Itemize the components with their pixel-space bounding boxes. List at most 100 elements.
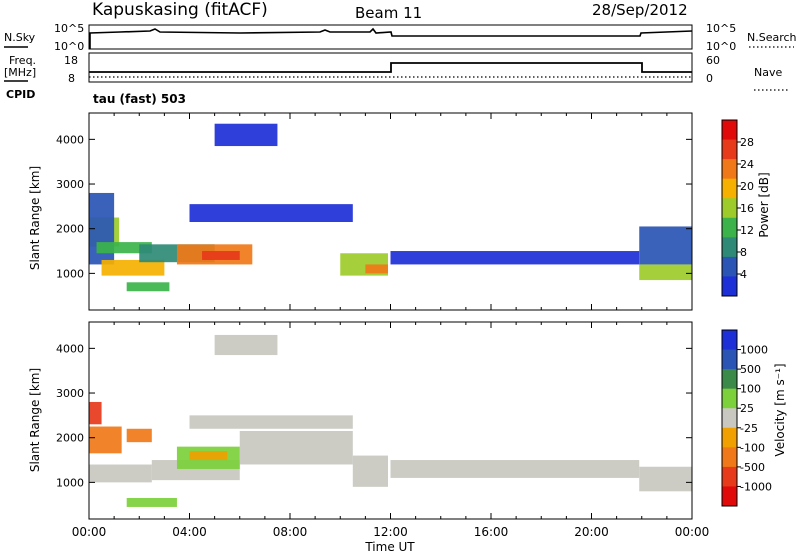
power-ytick-label: 1000 [56, 267, 84, 280]
power-echo-region [390, 251, 640, 265]
noise-left-tick-bottom: 10^0 [54, 40, 84, 53]
velocity-colorbar-swatch [722, 408, 737, 429]
velocity-ytick-label: 2000 [56, 432, 84, 445]
velocity-colorbar: 1000 500 100 25 -25 -100 -500 -1000 [721, 329, 772, 507]
freq-tick-top: 18 [64, 54, 78, 67]
velocity-colorbar-swatch [722, 447, 737, 468]
date-title: 28/Sep/2012 [592, 1, 688, 19]
velocity-echo-region [126, 498, 177, 507]
velocity-colorbar-swatch [722, 427, 737, 448]
power-colorbar-swatch [722, 178, 737, 199]
velocity-colorbar-label: Velocity [m s⁻¹] [773, 363, 787, 456]
power-colorbar-swatch [722, 217, 737, 238]
velocity-colorbar-tick-label: -100 [740, 441, 765, 454]
freq-unit-label: [MHz] [4, 66, 36, 79]
power-colorbar-swatch [722, 237, 737, 258]
velocity-echo-region [390, 460, 640, 478]
power-ytick-label: 3000 [56, 178, 84, 191]
x-tick-label: 08:00 [273, 525, 308, 539]
power-echo-region [639, 226, 692, 265]
velocity-colorbar-swatch [722, 388, 737, 409]
velocity-ytick-label: 1000 [56, 476, 84, 489]
power-colorbar-swatch [722, 159, 737, 180]
velocity-panel: 1000 2000 3000 4000 Slant Range [km] [28, 321, 693, 520]
power-colorbar-tick-label: 24 [740, 158, 754, 171]
nave-label: Nave [754, 66, 782, 79]
noise-right-tick-top: 10^5 [706, 22, 736, 35]
power-colorbar-tick-label: 16 [740, 202, 754, 215]
power-colorbar-swatch [722, 139, 737, 160]
power-colorbar-swatch [722, 120, 737, 141]
velocity-echo-region [89, 464, 152, 483]
power-echo-region [96, 242, 152, 254]
velocity-echo-region [189, 451, 228, 461]
x-tick-label: 00:00 [675, 525, 710, 539]
noise-right-tick-bottom: 10^0 [706, 40, 736, 53]
power-colorbar-tick-label: 28 [740, 136, 754, 149]
power-echo-region [126, 282, 170, 292]
noise-panel: N.Sky 10^5 10^0 10^5 10^0 N.Search [4, 22, 797, 53]
nave-tick-top: 60 [706, 54, 720, 67]
velocity-ytick-label: 4000 [56, 342, 84, 355]
noise-left-tick-top: 10^5 [54, 22, 84, 35]
nsearch-label: N.Search [747, 31, 797, 44]
x-tick-label: 12:00 [373, 525, 408, 539]
velocity-echo-region [89, 426, 122, 454]
power-colorbar-tick-label: 20 [740, 180, 754, 193]
cpid-label: CPID [6, 88, 35, 101]
power-ylabel: Slant Range [km] [28, 166, 42, 270]
station-title: Kapuskasing (fitACF) [92, 0, 268, 20]
power-colorbar-tick-label: 12 [740, 224, 754, 237]
velocity-colorbar-tick-label: -1000 [740, 480, 772, 493]
x-axis-label: Time UT [364, 540, 415, 554]
power-panel: 1000 2000 3000 4000 Slant Range [km] [28, 112, 693, 311]
velocity-echo-region [126, 428, 152, 443]
velocity-colorbar-tick-label: 25 [740, 402, 754, 415]
x-tick-label: 16:00 [474, 525, 509, 539]
velocity-colorbar-swatch [722, 349, 737, 370]
velocity-colorbar-swatch [722, 466, 737, 487]
velocity-echo-region [189, 415, 353, 429]
cpid-value: tau (fast) 503 [93, 92, 186, 106]
freq-tick-bottom: 8 [68, 72, 75, 85]
velocity-ytick-label: 3000 [56, 387, 84, 400]
power-ytick-label: 2000 [56, 223, 84, 236]
nsky-label: N.Sky [4, 31, 36, 44]
velocity-colorbar-tick-label: -25 [740, 422, 758, 435]
velocity-colorbar-swatch [722, 330, 737, 351]
freq-label: Freq. [9, 54, 36, 67]
velocity-echo-region [214, 334, 278, 356]
velocity-colorbar-tick-label: 500 [740, 363, 761, 376]
velocity-echo-region [89, 401, 102, 425]
power-echo-region [214, 123, 278, 147]
power-colorbar-swatch [722, 276, 737, 297]
velocity-colorbar-swatch [722, 486, 737, 507]
velocity-ylabel: Slant Range [km] [28, 368, 42, 472]
velocity-echo-region [639, 466, 692, 492]
power-echo-region [189, 204, 353, 222]
power-echo-region [101, 259, 165, 276]
power-ytick-label: 4000 [56, 133, 84, 146]
velocity-echo-region [352, 455, 388, 487]
velocity-colorbar-tick-label: 100 [740, 383, 761, 396]
x-tick-label: 04:00 [172, 525, 207, 539]
freq-panel: Freq. [MHz] 18 8 60 0 Nave [4, 52, 790, 91]
nave-tick-bottom: 0 [706, 72, 713, 85]
freq-line [89, 62, 692, 73]
beam-title: Beam 11 [355, 4, 422, 22]
velocity-colorbar-tick-label: -500 [740, 461, 765, 474]
power-echo-region [365, 264, 388, 274]
power-colorbar-tick-label: 4 [740, 268, 747, 281]
velocity-colorbar-tick-label: 1000 [740, 344, 768, 357]
power-colorbar-swatch [722, 256, 737, 277]
power-colorbar-swatch [722, 198, 737, 219]
power-echo-region [202, 251, 240, 260]
power-echo-region [639, 264, 692, 281]
power-colorbar: 28 24 20 16 12 8 4 [721, 119, 754, 297]
power-colorbar-label: Power [dB] [757, 172, 771, 237]
velocity-echo-region [239, 430, 353, 465]
x-tick-label: 20:00 [574, 525, 609, 539]
x-tick-label: 00:00 [72, 525, 107, 539]
velocity-colorbar-swatch [722, 369, 737, 390]
power-colorbar-tick-label: 8 [740, 246, 747, 259]
